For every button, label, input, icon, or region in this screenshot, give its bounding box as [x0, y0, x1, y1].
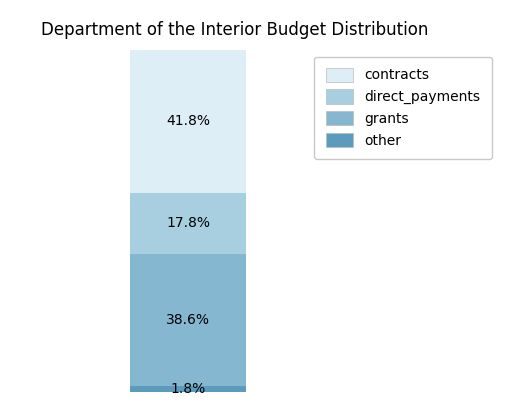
Bar	[130, 386, 246, 392]
Text: 38.6%: 38.6%	[166, 313, 210, 327]
Bar	[130, 193, 246, 254]
Text: 17.8%: 17.8%	[166, 216, 210, 230]
Legend: contracts, direct_payments, grants, other: contracts, direct_payments, grants, othe…	[315, 57, 492, 159]
Bar	[130, 50, 246, 193]
Bar	[130, 254, 246, 386]
Text: 1.8%: 1.8%	[170, 382, 205, 396]
Text: Department of the Interior Budget Distribution: Department of the Interior Budget Distri…	[41, 21, 428, 39]
Text: 41.8%: 41.8%	[166, 114, 210, 128]
